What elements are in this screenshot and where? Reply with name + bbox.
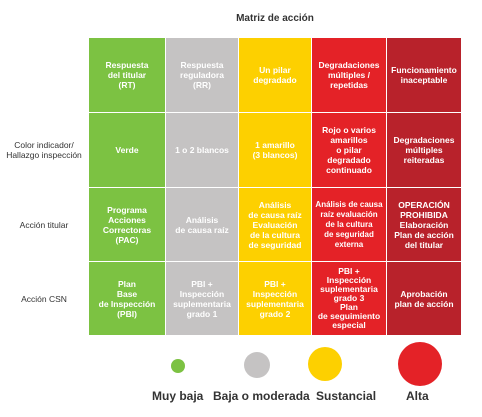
legend-label-low-moderate: Baja o moderada [213,389,310,403]
cell-titular-pac: Programa Acciones Correctoras (PAC) [89,188,165,261]
cell-csn-plan-approval: Aprobación plan de acción [387,262,461,335]
cell-header-rr: Respuesta reguladora (RR) [166,38,238,112]
cell-indicator-reiterated: Degradaciones múltiples reiteradas [387,113,461,187]
cell-indicator-green: Verde [89,113,165,187]
cell-csn-grade1: PBI + Inspección suplementaria grado 1 [166,262,238,335]
legend-dot-yellow [308,347,342,381]
cell-csn-pbi: Plan Base de Inspección (PBI) [89,262,165,335]
legend-label-substantial: Sustancial [316,389,377,403]
cell-titular-root-cause: Análisis de causa raíz [166,188,238,261]
legend-label-high: Alta [406,389,429,403]
cell-header-one-pillar: Un pilar degradado [239,38,311,112]
cell-header-rt: Respuesta del titular (RT) [89,38,165,112]
legend-dot-gray [244,352,270,378]
cell-header-unacceptable: Funcionamiento inaceptable [387,38,461,112]
row-label-color-indicator: Color indicador/ Hallazgo inspección [6,140,82,160]
cell-indicator-red: Rojo o varios amarillos o pilar degradad… [312,113,386,187]
legend-dot-green [171,359,185,373]
cell-titular-root-cause-culture: Análisis de causa raíz Evaluación de la … [239,188,311,261]
row-label-csn-action: Acción CSN [21,293,67,304]
figure-title: Matriz de acción [236,13,314,24]
cell-titular-external-culture: Análisis de causa raíz evaluación de la … [312,188,386,261]
cell-titular-operation-prohibited: OPERACIÓN PROHIBIDA Elaboración Plan de … [387,188,461,261]
cell-header-multiple-degradations: Degradaciones múltiples / repetidas [312,38,386,112]
cell-indicator-white: 1 o 2 blancos [166,113,238,187]
cell-indicator-yellow: 1 amarillo (3 blancos) [239,113,311,187]
cell-csn-grade3: PBI + Inspección suplementaria grado 3 P… [312,262,386,335]
row-label-titular-action: Acción titular [19,219,69,230]
legend-dot-red [398,342,442,386]
cell-csn-grade2: PBI + Inspección suplementaria grado 2 [239,262,311,335]
legend-label-very-low: Muy baja [152,389,204,403]
